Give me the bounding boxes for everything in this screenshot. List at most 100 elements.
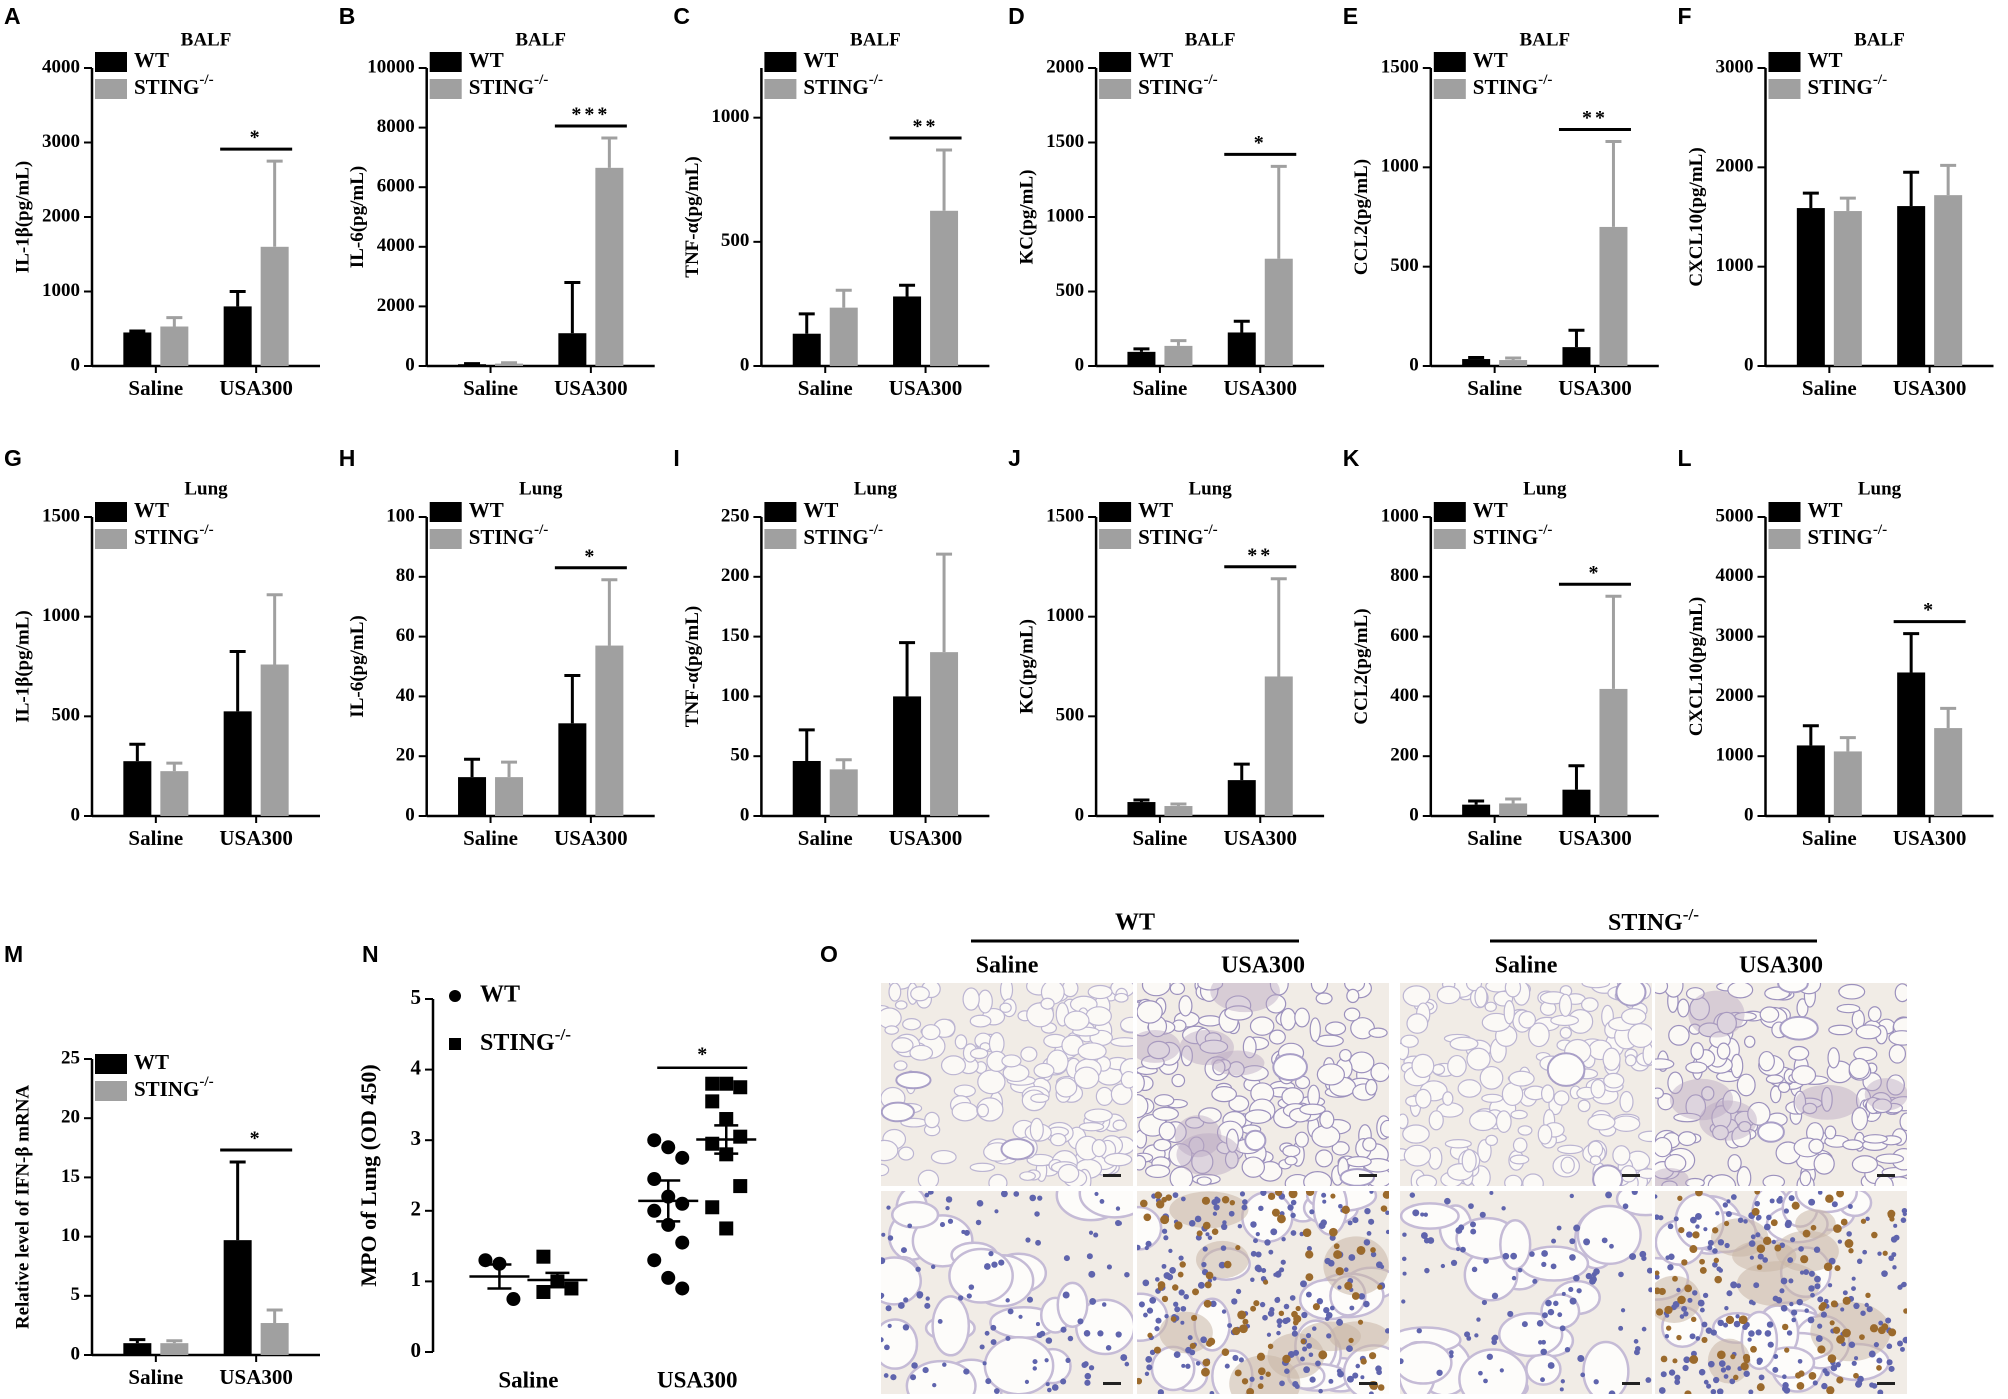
alveolus bbox=[1315, 1149, 1334, 1168]
y-axis-label: CXCL10(pg/mL) bbox=[1686, 597, 1707, 736]
bar bbox=[458, 777, 487, 816]
y-tick-label: 0 bbox=[71, 354, 81, 375]
nucleus bbox=[1892, 1265, 1897, 1270]
alveolus bbox=[1553, 1090, 1570, 1106]
alveolus bbox=[1894, 983, 1907, 1003]
alveolus bbox=[1612, 1145, 1631, 1166]
legend-label: WT bbox=[469, 48, 504, 72]
alveolus bbox=[1198, 1107, 1222, 1124]
y-tick-label: 1000 bbox=[1716, 745, 1754, 766]
legend-label: WT bbox=[1138, 498, 1173, 522]
nucleus bbox=[1324, 1257, 1331, 1265]
nucleus bbox=[1569, 1238, 1576, 1245]
nucleus bbox=[1384, 1328, 1389, 1334]
nucleus bbox=[1658, 1215, 1664, 1221]
stained-cell bbox=[1834, 1265, 1841, 1272]
x-tick-label: USA300 bbox=[1224, 376, 1298, 400]
nucleus bbox=[1379, 1264, 1385, 1269]
y-tick-label: 80 bbox=[396, 565, 415, 586]
alveolus bbox=[1484, 1001, 1497, 1013]
nucleus bbox=[900, 1247, 907, 1254]
y-tick-label: 5000 bbox=[1716, 505, 1754, 526]
stained-cell bbox=[1836, 1191, 1845, 1198]
nucleus bbox=[1769, 1198, 1775, 1204]
nucleus bbox=[916, 1292, 923, 1299]
nucleus bbox=[1791, 1309, 1798, 1316]
nucleus bbox=[1787, 1257, 1794, 1264]
nucleus bbox=[1701, 1321, 1708, 1328]
nucleus bbox=[1671, 1304, 1677, 1311]
alveolus bbox=[1169, 1166, 1194, 1186]
nucleus bbox=[1860, 1310, 1866, 1316]
stained-cell bbox=[1235, 1244, 1241, 1251]
nucleus bbox=[1885, 1317, 1892, 1324]
stained-cell bbox=[1756, 1383, 1765, 1392]
alveolus bbox=[1299, 1103, 1326, 1116]
y-tick-label: 500 bbox=[1056, 280, 1085, 301]
stained-cell bbox=[1161, 1295, 1169, 1303]
nucleus bbox=[915, 1266, 921, 1272]
alveolus bbox=[1001, 1054, 1022, 1068]
infiltrate bbox=[1159, 1311, 1213, 1354]
nucleus bbox=[1608, 1390, 1616, 1394]
alveolus bbox=[1469, 1110, 1498, 1132]
y-tick-label: 2 bbox=[411, 1197, 422, 1221]
nucleus bbox=[1370, 1251, 1377, 1258]
stained-cell bbox=[1143, 1213, 1152, 1222]
alveolus bbox=[1655, 1058, 1675, 1070]
chart-title: BALF bbox=[850, 29, 901, 50]
bar bbox=[223, 711, 252, 816]
alveolus bbox=[1855, 1024, 1882, 1040]
y-tick-label: 3 bbox=[411, 1126, 422, 1150]
alveolus bbox=[1808, 1138, 1824, 1154]
nucleus bbox=[1779, 1288, 1785, 1294]
y-tick-label: 1000 bbox=[42, 605, 80, 626]
alveolus bbox=[1178, 995, 1193, 1017]
nucleus bbox=[1725, 1210, 1732, 1218]
stained-cell bbox=[1689, 1245, 1698, 1253]
stained-cell bbox=[1203, 1299, 1212, 1308]
alveolus bbox=[1319, 1110, 1335, 1129]
stained-cell bbox=[1239, 1324, 1248, 1334]
nucleus bbox=[937, 1319, 943, 1324]
alveolus bbox=[1225, 1128, 1239, 1153]
nucleus bbox=[1886, 1359, 1893, 1366]
nucleus bbox=[1155, 1317, 1162, 1324]
nucleus bbox=[1813, 1246, 1821, 1253]
legend-swatch bbox=[1099, 529, 1132, 549]
y-tick-label: 20 bbox=[61, 1107, 80, 1128]
nucleus bbox=[1767, 1341, 1774, 1348]
nucleus bbox=[1325, 1311, 1333, 1319]
legend-swatch bbox=[1433, 502, 1466, 522]
alveolus bbox=[1436, 985, 1461, 1005]
data-point bbox=[564, 1281, 579, 1296]
scale-bar bbox=[1877, 1382, 1895, 1385]
data-point bbox=[705, 1076, 720, 1091]
nucleus bbox=[929, 1191, 934, 1195]
nucleus bbox=[1084, 1379, 1091, 1386]
nucleus bbox=[1409, 1192, 1416, 1198]
alveolus bbox=[1078, 1191, 1133, 1219]
nucleus bbox=[1900, 1346, 1905, 1352]
stained-cell bbox=[1302, 1228, 1312, 1238]
nucleus bbox=[1284, 1368, 1290, 1374]
alveolus bbox=[1114, 992, 1129, 1003]
nucleus bbox=[1211, 1199, 1218, 1206]
nucleus bbox=[1249, 1376, 1255, 1382]
nucleus bbox=[1778, 1195, 1783, 1201]
legend-label: WT bbox=[134, 1050, 169, 1074]
nucleus bbox=[1593, 1379, 1599, 1385]
nucleus bbox=[963, 1368, 970, 1375]
nucleus bbox=[1815, 1335, 1823, 1343]
stained-cell bbox=[1730, 1354, 1736, 1360]
alveolus bbox=[1711, 1124, 1729, 1141]
nucleus bbox=[1264, 1239, 1271, 1246]
nucleus bbox=[1194, 1215, 1202, 1223]
stained-cell bbox=[1293, 1314, 1302, 1323]
x-tick-label: USA300 bbox=[554, 376, 628, 400]
alveolus bbox=[1508, 1070, 1535, 1087]
alveolus bbox=[977, 989, 993, 1014]
nucleus bbox=[1888, 1365, 1895, 1372]
nucleus bbox=[1723, 1322, 1729, 1328]
stained-cell bbox=[1832, 1326, 1841, 1334]
